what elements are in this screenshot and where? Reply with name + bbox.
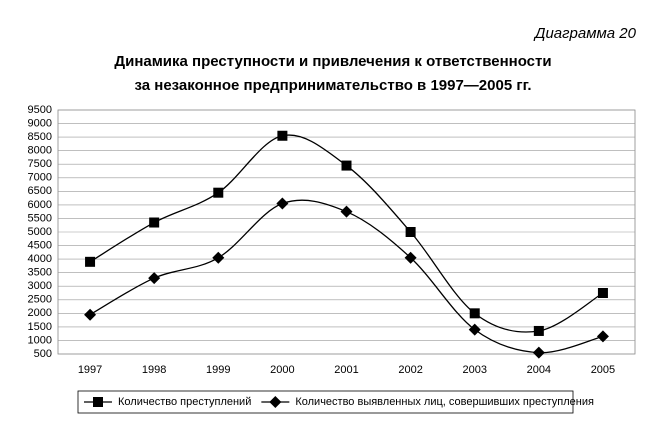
legend-box xyxy=(77,390,574,414)
x-tick-label: 1997 xyxy=(78,364,102,376)
marker xyxy=(404,251,417,264)
x-tick-label: 2004 xyxy=(527,364,551,376)
marker xyxy=(341,160,352,171)
marker xyxy=(405,227,416,237)
y-tick-label: 9500 xyxy=(28,104,52,116)
y-tick-label: 5500 xyxy=(28,212,52,224)
marker xyxy=(532,346,545,359)
y-tick-label: 6000 xyxy=(28,199,52,211)
marker xyxy=(340,205,353,218)
y-tick-label: 2000 xyxy=(28,307,52,319)
y-tick-label: 4500 xyxy=(28,239,52,251)
y-tick-label: 8000 xyxy=(28,145,52,157)
y-tick-label: 6500 xyxy=(28,185,52,197)
marker xyxy=(149,217,160,228)
y-tick-label: 5000 xyxy=(28,226,52,238)
legend-label: Количество преступлений xyxy=(118,396,251,408)
marker xyxy=(148,272,161,285)
x-tick-label: 2000 xyxy=(270,364,294,376)
marker xyxy=(212,251,225,264)
chart-title: Динамика преступности и привлечения к от… xyxy=(114,53,551,70)
marker xyxy=(469,308,480,319)
legend-label: Количество выявленных лиц, совершивших п… xyxy=(295,396,594,408)
y-tick-label: 4000 xyxy=(28,253,52,265)
y-tick-label: 7000 xyxy=(28,172,52,184)
marker xyxy=(276,197,289,210)
y-tick-label: 2500 xyxy=(28,294,52,306)
marker xyxy=(468,323,481,336)
y-tick-label: 7500 xyxy=(28,158,52,170)
marker xyxy=(533,325,544,336)
y-tick-label: 1500 xyxy=(28,321,52,333)
chart-title: за незаконное предпринимательство в 1997… xyxy=(134,77,531,94)
y-tick-label: 9000 xyxy=(28,117,52,129)
y-tick-label: 8500 xyxy=(28,131,52,143)
marker xyxy=(213,187,224,198)
x-tick-label: 2003 xyxy=(462,364,486,376)
y-tick-label: 3500 xyxy=(28,267,52,279)
marker xyxy=(597,288,608,298)
chart-label: Диаграмма 20 xyxy=(533,25,637,42)
marker xyxy=(269,396,282,408)
x-tick-label: 1999 xyxy=(206,364,230,376)
marker xyxy=(93,397,103,407)
x-tick-label: 2005 xyxy=(591,364,615,376)
x-tick-label: 2002 xyxy=(398,364,422,376)
marker xyxy=(85,256,96,267)
marker xyxy=(84,308,97,321)
y-tick-label: 500 xyxy=(34,348,52,360)
marker xyxy=(596,330,609,343)
y-tick-label: 1000 xyxy=(28,334,52,346)
marker xyxy=(277,130,288,141)
x-tick-label: 1998 xyxy=(142,364,166,376)
x-tick-label: 2001 xyxy=(334,364,358,376)
y-tick-label: 3000 xyxy=(28,280,52,292)
series-line xyxy=(89,199,604,354)
